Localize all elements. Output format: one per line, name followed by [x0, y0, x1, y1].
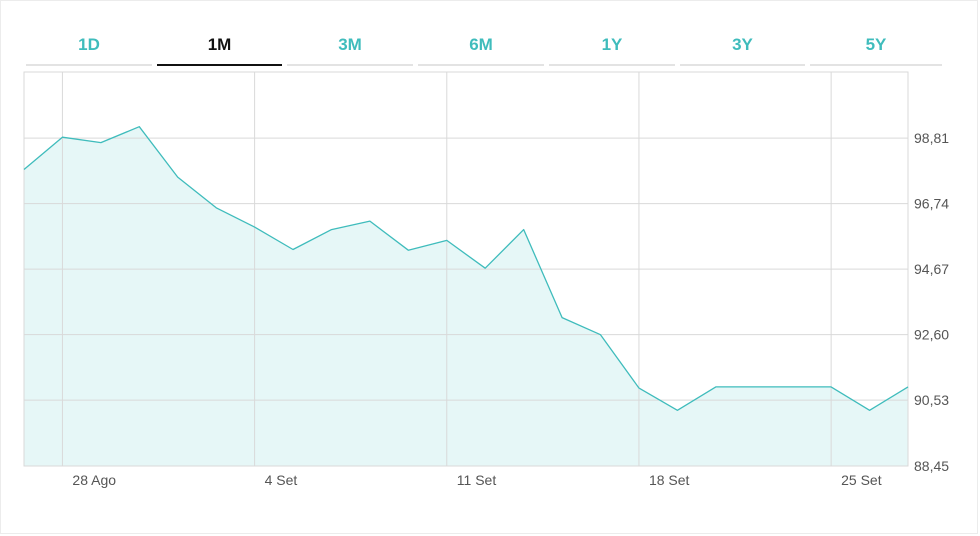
data-point [407, 249, 409, 251]
data-point [484, 267, 486, 269]
tab-label: 5Y [865, 35, 887, 54]
data-point [177, 176, 179, 178]
x-tick-label: 4 Set [265, 472, 298, 488]
tab-1y[interactable]: 1Y [549, 28, 675, 66]
y-tick-label: 96,74 [914, 196, 949, 212]
tab-label: 6M [469, 35, 493, 54]
data-point [138, 126, 140, 128]
tab-3y[interactable]: 3Y [680, 28, 805, 66]
data-point [369, 220, 371, 222]
y-tick-label: 94,67 [914, 261, 949, 277]
series-line [23, 126, 909, 411]
tab-5y[interactable]: 5Y [810, 28, 942, 66]
data-point [446, 239, 448, 241]
data-point [791, 386, 793, 388]
data-point [676, 409, 678, 411]
tab-1d[interactable]: 1D [26, 28, 152, 66]
tab-label: 1M [207, 35, 232, 54]
tab-3m[interactable]: 3M [287, 28, 413, 66]
tab-6m[interactable]: 6M [418, 28, 544, 66]
x-tick-label: 25 Set [841, 472, 882, 488]
data-point [23, 168, 25, 170]
y-tick-label: 98,81 [914, 130, 949, 146]
data-point [330, 228, 332, 230]
data-point [100, 141, 102, 143]
data-point [638, 387, 640, 389]
tab-label: 1Y [601, 35, 623, 54]
data-point [215, 207, 217, 209]
x-tick-label: 28 Ago [72, 472, 116, 488]
x-tick-label: 18 Set [649, 472, 690, 488]
data-point [522, 228, 524, 230]
y-tick-label: 90,53 [914, 392, 949, 408]
data-point [753, 386, 755, 388]
tab-label: 3Y [732, 35, 753, 54]
data-point [61, 136, 63, 138]
data-point [907, 386, 909, 388]
data-point [253, 226, 255, 228]
data-point [868, 409, 870, 411]
data-point [830, 386, 832, 388]
data-point [715, 386, 717, 388]
data-point [599, 333, 601, 335]
x-tick-label: 11 Set [457, 472, 497, 488]
series-area [24, 126, 908, 466]
range-tabs: 1D 1M 3M 6M 1Y 3Y 5Y [0, 0, 980, 70]
y-tick-label: 92,60 [914, 327, 949, 343]
tab-label: 1D [78, 35, 100, 54]
data-point [561, 316, 563, 318]
data-point [292, 248, 294, 250]
y-tick-label: 88,45 [914, 458, 949, 474]
tab-1m[interactable]: 1M [157, 28, 282, 66]
tab-label: 3M [338, 35, 362, 54]
